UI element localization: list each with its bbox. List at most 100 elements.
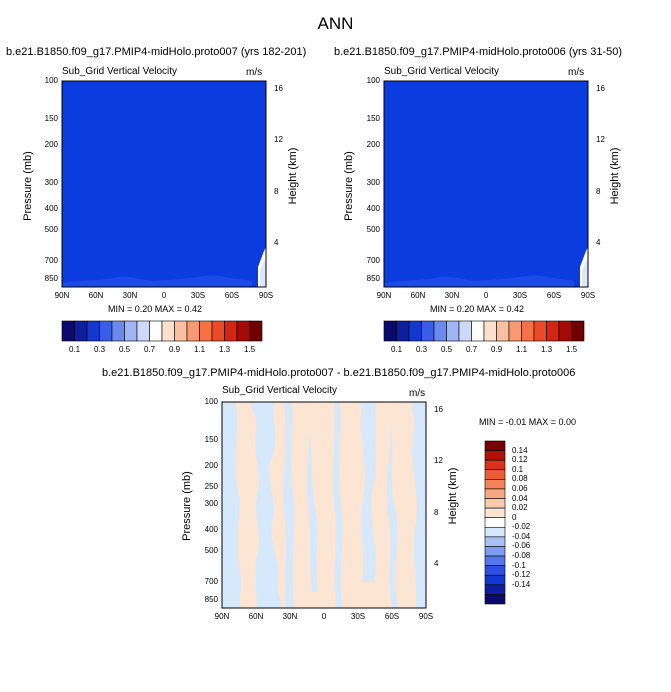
panel3-colorbar — [484, 440, 506, 605]
colorbar-label: 0.04 — [512, 493, 528, 503]
y-tick-label: 850 — [204, 595, 218, 605]
colorbar-label: -0.08 — [512, 551, 531, 561]
x-tick-label: 30S — [512, 291, 528, 300]
colorbar-label: 0.9 — [168, 345, 181, 354]
panel1-units: m/s — [246, 67, 263, 78]
panel3-negative-region — [222, 402, 242, 608]
panel1-minmax: MIN = 0.20 MAX = 0.42 — [108, 304, 203, 314]
panel2-subtitle: Sub_Grid Vertical Velocity — [384, 66, 500, 77]
colorbar-label: -0.04 — [512, 531, 531, 541]
colorbar-label: 0.1 — [390, 345, 403, 354]
colorbar-swatch — [484, 546, 506, 557]
colorbar-swatch — [484, 450, 506, 461]
y-tick-label: 400 — [204, 525, 218, 535]
x-tick-label: 30S — [350, 612, 366, 621]
panel1-field — [62, 81, 266, 287]
colorbar-swatch — [111, 320, 125, 342]
colorbar-swatch — [484, 498, 506, 509]
colorbar-swatch — [249, 320, 263, 342]
colorbar-swatch — [484, 469, 506, 480]
x-tick-label: 90N — [214, 612, 230, 621]
y-tick-label: 150 — [204, 434, 218, 444]
colorbar-swatch — [508, 320, 522, 342]
y-right-tick-label: 4 — [434, 559, 439, 569]
panel3-minmax: MIN = -0.01 MAX = 0.00 — [479, 417, 577, 427]
panel1-ylabel-right: Height (km) — [287, 147, 299, 205]
x-tick-label: 30S — [190, 291, 206, 300]
colorbar-label: -0.02 — [512, 522, 531, 532]
colorbar-label: 1.1 — [193, 345, 206, 354]
colorbar-swatch — [484, 440, 506, 451]
colorbar-label: 0.7 — [465, 345, 478, 354]
y-tick-label: 700 — [204, 577, 218, 587]
colorbar-swatch — [61, 320, 75, 342]
colorbar-swatch — [224, 320, 238, 342]
x-tick-label: 60S — [384, 612, 400, 621]
colorbar-swatch — [124, 320, 138, 342]
colorbar-swatch — [558, 320, 572, 342]
x-tick-label: 30N — [282, 612, 298, 621]
colorbar-swatch — [136, 320, 150, 342]
panel2-minmax: MIN = 0.20 MAX = 0.42 — [430, 304, 525, 314]
panel3-frame — [221, 401, 427, 609]
colorbar-swatch — [74, 320, 88, 342]
colorbar-swatch — [484, 507, 506, 519]
y-tick-label: 200 — [204, 461, 218, 471]
x-tick-label: 90N — [54, 291, 70, 300]
colorbar-label: 0.14 — [512, 445, 528, 455]
colorbar-swatch — [99, 320, 113, 342]
x-tick-label: 90S — [580, 291, 596, 300]
y-tick-label: 200 — [366, 140, 380, 150]
x-tick-label: 90S — [258, 291, 274, 300]
y-tick-label: 100 — [204, 397, 218, 406]
y-tick-label: 150 — [366, 113, 380, 123]
panel2-ylabel: Pressure (mb) — [343, 151, 355, 221]
y-tick-label: 500 — [366, 225, 380, 235]
y-tick-label: 100 — [366, 76, 380, 85]
panel3-ylabel: Pressure (mb) — [181, 471, 193, 541]
x-tick-label: 90S — [418, 612, 434, 621]
colorbar-swatch — [86, 320, 100, 342]
colorbar-label: 1.3 — [218, 345, 231, 354]
colorbar-swatch — [484, 574, 506, 586]
panel2-plot — [383, 80, 589, 288]
panel1-ylabel: Pressure (mb) — [22, 151, 34, 221]
panel3-negative-region — [361, 402, 376, 582]
colorbar-swatch — [484, 536, 506, 547]
panel3-negative-region — [250, 402, 282, 608]
y-tick-label: 150 — [44, 113, 58, 123]
y-right-tick-label: 8 — [596, 186, 601, 196]
panel1-lowlevel-shade — [62, 275, 252, 287]
panel1-frame — [61, 80, 267, 288]
colorbar-swatch — [521, 320, 535, 342]
colorbar-label: 0.1 — [68, 345, 81, 354]
colorbar-label: -0.06 — [512, 541, 531, 551]
y-tick-label: 300 — [366, 177, 380, 187]
y-tick-label: 250 — [204, 481, 218, 491]
colorbar-swatch — [484, 517, 506, 528]
y-tick-label: 400 — [44, 204, 58, 214]
colorbar-swatch — [199, 320, 213, 342]
panel2-units: m/s — [568, 67, 585, 78]
colorbar-label: 0 — [512, 512, 517, 522]
panel3-negative-region — [283, 402, 295, 608]
colorbar-label: 0.7 — [143, 345, 156, 354]
panel2-colorbar — [383, 320, 585, 342]
panel1-subtitle: Sub_Grid Vertical Velocity — [62, 66, 178, 77]
y-tick-label: 850 — [44, 274, 58, 284]
y-tick-label: 700 — [366, 256, 380, 266]
y-right-tick-label: 4 — [274, 238, 279, 248]
y-tick-label: 200 — [44, 140, 58, 150]
colorbar-label: 0.3 — [415, 345, 428, 354]
colorbar-label: 0.5 — [440, 345, 453, 354]
colorbar-swatch — [484, 584, 506, 595]
colorbar-label: 0.1 — [512, 464, 524, 474]
colorbar-swatch — [533, 320, 547, 342]
x-tick-label: 30N — [444, 291, 460, 300]
y-tick-label: 300 — [44, 177, 58, 187]
panel3-plot — [221, 401, 427, 609]
colorbar-label: -0.12 — [512, 570, 531, 580]
colorbar-label: 1.1 — [515, 345, 528, 354]
colorbar-swatch — [496, 320, 510, 342]
panel3-negative-region — [386, 422, 398, 608]
